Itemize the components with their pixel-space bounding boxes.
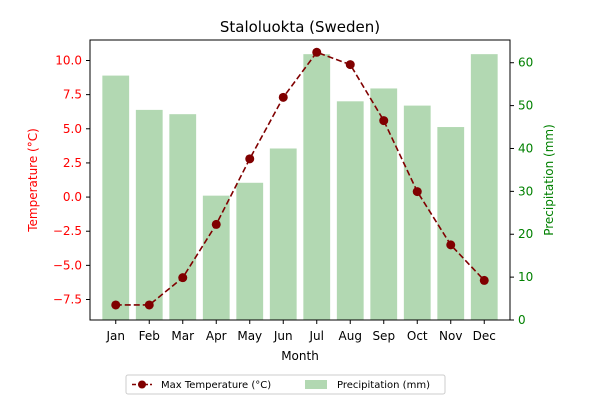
legend-temperature-marker xyxy=(138,380,146,389)
temperature-line-layer xyxy=(111,47,489,310)
temperature-point-dec xyxy=(479,275,489,285)
x-axis-ticks: Jan Feb Mar Apr May Jun Jul Aug Sep Oct Nov Dec xyxy=(106,320,496,343)
legend-temperature-label: Max Temperature (°C) xyxy=(161,380,271,391)
chart-title: Staloluokta (Sweden) xyxy=(220,18,380,36)
right-tick-label: 30 xyxy=(518,184,533,198)
temperature-point-mar xyxy=(178,273,188,283)
left-tick-label: 10.0 xyxy=(55,53,82,67)
right-tick-label: 0 xyxy=(518,313,526,327)
legend-precipitation-label: Precipitation (mm) xyxy=(337,380,430,391)
temperature-point-aug xyxy=(345,60,355,70)
temperature-point-oct xyxy=(412,187,422,197)
right-tick-label: 40 xyxy=(518,141,533,155)
left-tick-label: −2.5 xyxy=(53,224,82,238)
plot-frame xyxy=(89,39,511,321)
x-tick-label-jun: Jun xyxy=(273,329,293,343)
temperature-line xyxy=(115,51,485,306)
precipitation-bar-oct xyxy=(403,105,431,320)
legend-frame xyxy=(125,374,446,395)
left-tick-label: 2.5 xyxy=(63,156,82,170)
right-tick-label: 10 xyxy=(518,270,533,284)
x-tick-label-aug: Aug xyxy=(339,329,362,343)
precipitation-bar-jun xyxy=(269,148,297,320)
precipitation-bar-aug xyxy=(336,101,364,320)
legend-precipitation-swatch xyxy=(305,380,327,389)
temperature-point-nov xyxy=(446,240,456,250)
temperature-point-apr xyxy=(211,219,221,229)
right-tick-label: 60 xyxy=(518,56,533,70)
precipitation-bars xyxy=(102,54,498,321)
x-axis-title: Month xyxy=(281,349,319,363)
left-tick-label: 7.5 xyxy=(63,88,82,102)
temperature-point-jul xyxy=(312,47,322,57)
x-tick-label-may: May xyxy=(237,329,262,343)
precipitation-bar-jan xyxy=(102,75,130,320)
x-tick-label-dec: Dec xyxy=(473,329,496,343)
x-tick-label-feb: Feb xyxy=(139,329,160,343)
left-axis-title: Temperature (°C) xyxy=(26,128,40,233)
precipitation-bar-nov xyxy=(437,127,465,321)
precipitation-bar-feb xyxy=(135,109,163,321)
temperature-point-jan xyxy=(111,300,121,310)
right-tick-label: 50 xyxy=(518,99,533,113)
temperature-point-sep xyxy=(379,116,389,126)
legend: Max Temperature (°C) Precipitation (mm) xyxy=(125,374,446,395)
temperature-point-jun xyxy=(278,92,288,102)
precipitation-bar-jul xyxy=(303,54,331,320)
precipitation-bar-may xyxy=(236,182,264,320)
x-tick-label-mar: Mar xyxy=(171,329,194,343)
temperature-point-feb xyxy=(144,300,154,310)
x-tick-label-oct: Oct xyxy=(407,329,428,343)
left-tick-label: −5.0 xyxy=(53,258,82,272)
precipitation-bar-apr xyxy=(202,195,230,320)
left-axis-ticks: −7.5 −5.0 −2.5 0.0 2.5 5.0 7.5 10.0 xyxy=(53,53,90,307)
x-tick-label-sep: Sep xyxy=(372,329,395,343)
left-tick-label: 5.0 xyxy=(63,122,82,136)
right-axis-title: Precipitation (mm) xyxy=(542,124,556,236)
left-tick-label: 0.0 xyxy=(63,190,82,204)
x-tick-label-nov: Nov xyxy=(439,329,462,343)
temperature-point-may xyxy=(245,154,255,164)
right-tick-label: 20 xyxy=(518,227,533,241)
x-tick-label-jan: Jan xyxy=(106,329,126,343)
precipitation-bar-sep xyxy=(370,88,398,320)
left-tick-label: −7.5 xyxy=(53,293,82,307)
precipitation-bar-dec xyxy=(470,54,498,320)
right-axis-ticks: 0 10 20 30 40 50 60 xyxy=(510,56,533,327)
x-tick-label-apr: Apr xyxy=(206,329,227,343)
precipitation-bar-mar xyxy=(169,114,197,321)
x-tick-label-jul: Jul xyxy=(309,329,324,343)
